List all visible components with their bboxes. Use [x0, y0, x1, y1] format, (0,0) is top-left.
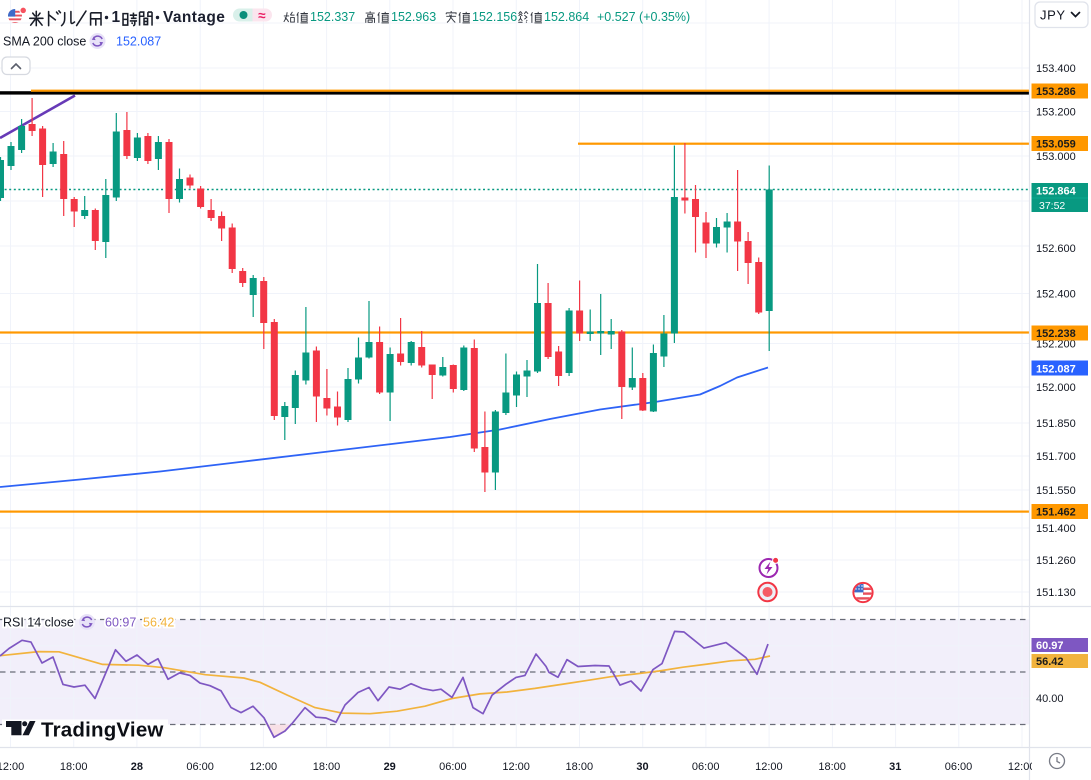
svg-text:152.963: 152.963 — [391, 10, 436, 24]
svg-text:06:00: 06:00 — [692, 761, 720, 773]
svg-text:18:00: 18:00 — [60, 761, 88, 773]
svg-text:151.400: 151.400 — [1036, 523, 1076, 535]
svg-text:153.000: 153.000 — [1036, 151, 1076, 163]
svg-text:30: 30 — [636, 761, 648, 773]
svg-text:151.550: 151.550 — [1036, 485, 1076, 497]
svg-text:151.462: 151.462 — [1036, 507, 1076, 519]
svg-text:18:00: 18:00 — [566, 761, 594, 773]
svg-text:152.087: 152.087 — [1036, 364, 1076, 376]
svg-text:153.286: 153.286 — [1036, 86, 1076, 98]
svg-text:151.700: 151.700 — [1036, 451, 1076, 463]
svg-text:28: 28 — [131, 761, 143, 773]
svg-text:56.42: 56.42 — [143, 616, 174, 630]
svg-text:152.200: 152.200 — [1036, 339, 1076, 351]
svg-text:06:00: 06:00 — [186, 761, 214, 773]
svg-text:151.850: 151.850 — [1036, 418, 1076, 430]
svg-text:152.000: 152.000 — [1036, 382, 1076, 394]
svg-text:40.00: 40.00 — [1036, 693, 1064, 705]
svg-text:06:00: 06:00 — [439, 761, 467, 773]
svg-text:153.400: 153.400 — [1036, 63, 1076, 75]
svg-text:12:00: 12:00 — [502, 761, 530, 773]
svg-text:151.260: 151.260 — [1036, 555, 1076, 567]
svg-text:JPY: JPY — [1040, 8, 1066, 23]
svg-text:SMA 200 close: SMA 200 close — [3, 35, 86, 49]
svg-text:+0.527 (+0.35%): +0.527 (+0.35%) — [597, 10, 690, 24]
svg-text:151.130: 151.130 — [1036, 587, 1076, 599]
svg-text:152.238: 152.238 — [1036, 328, 1076, 340]
svg-text:1: 1 — [112, 9, 121, 26]
svg-text:TradingView: TradingView — [41, 719, 164, 742]
svg-text:12:00: 12:00 — [250, 761, 278, 773]
svg-text:152.600: 152.600 — [1036, 243, 1076, 255]
svg-text:60.97: 60.97 — [1036, 640, 1064, 652]
svg-text:152.864: 152.864 — [1036, 186, 1077, 198]
svg-text:12:00: 12:00 — [0, 761, 24, 773]
svg-text:RSI 14 close: RSI 14 close — [3, 616, 74, 630]
svg-text:≈: ≈ — [258, 8, 266, 23]
svg-text:153.200: 153.200 — [1036, 107, 1076, 119]
svg-text:31: 31 — [889, 761, 901, 773]
svg-text:153.059: 153.059 — [1036, 139, 1076, 151]
svg-text:29: 29 — [384, 761, 396, 773]
svg-text:37:52: 37:52 — [1039, 200, 1065, 212]
svg-text:12:00: 12:00 — [755, 761, 783, 773]
svg-text:18:00: 18:00 — [313, 761, 341, 773]
svg-text:152.337: 152.337 — [310, 10, 355, 24]
svg-text:152.087: 152.087 — [116, 35, 161, 49]
svg-text:60.97: 60.97 — [105, 616, 136, 630]
svg-text:56.42: 56.42 — [1036, 656, 1064, 668]
svg-text:Vantage: Vantage — [163, 9, 225, 26]
svg-text:06:00: 06:00 — [945, 761, 973, 773]
svg-text:152.156: 152.156 — [472, 10, 517, 24]
svg-text:152.400: 152.400 — [1036, 289, 1076, 301]
svg-text:152.864: 152.864 — [544, 10, 589, 24]
svg-text:18:00: 18:00 — [818, 761, 846, 773]
svg-text:12:00: 12:00 — [1008, 761, 1036, 773]
